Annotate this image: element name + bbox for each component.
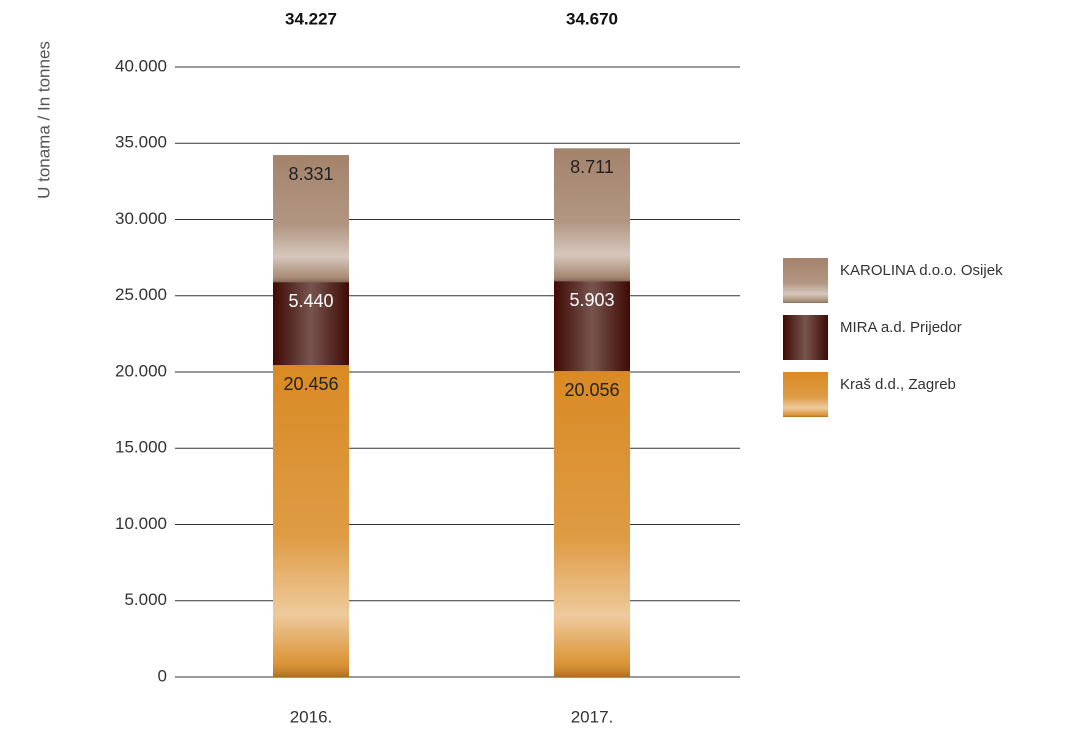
legend-shine — [783, 258, 828, 303]
y-tick-label: 10.000 — [115, 514, 167, 533]
bar-shine — [554, 371, 630, 677]
total-label: 34.227 — [285, 9, 337, 28]
y-tick-label: 20.000 — [115, 361, 167, 380]
bar-shine — [273, 282, 349, 366]
bar-shine — [273, 365, 349, 677]
value-label: 5.440 — [288, 291, 333, 311]
y-tick-label: 0 — [158, 666, 167, 685]
legend-label: KAROLINA d.o.o. Osijek — [840, 262, 1003, 279]
value-label: 20.456 — [283, 374, 338, 394]
value-label: 8.711 — [570, 157, 614, 177]
y-tick-label: 35.000 — [115, 133, 167, 152]
legend-shine — [783, 372, 828, 417]
value-label: 5.903 — [569, 290, 614, 310]
y-tick-label: 30.000 — [115, 209, 167, 228]
bar-shine — [554, 281, 630, 372]
y-tick-label: 25.000 — [115, 285, 167, 304]
legend-label: Kraš d.d., Zagreb — [840, 376, 956, 393]
y-tick-label: 15.000 — [115, 438, 167, 457]
y-tick-label: 5.000 — [124, 590, 167, 609]
y-axis-title: U tonama / In tonnes — [34, 41, 53, 199]
value-label: 20.056 — [564, 380, 619, 400]
legend-label: MIRA a.d. Prijedor — [840, 319, 962, 336]
bar-shine — [273, 155, 349, 283]
value-label: 8.331 — [288, 164, 333, 184]
legend-shine — [783, 315, 828, 360]
x-tick-label: 2016. — [290, 707, 333, 726]
x-tick-label: 2017. — [571, 707, 614, 726]
y-tick-label: 40.000 — [115, 56, 167, 75]
bar-shine — [554, 148, 630, 282]
total-label: 34.670 — [566, 9, 618, 28]
